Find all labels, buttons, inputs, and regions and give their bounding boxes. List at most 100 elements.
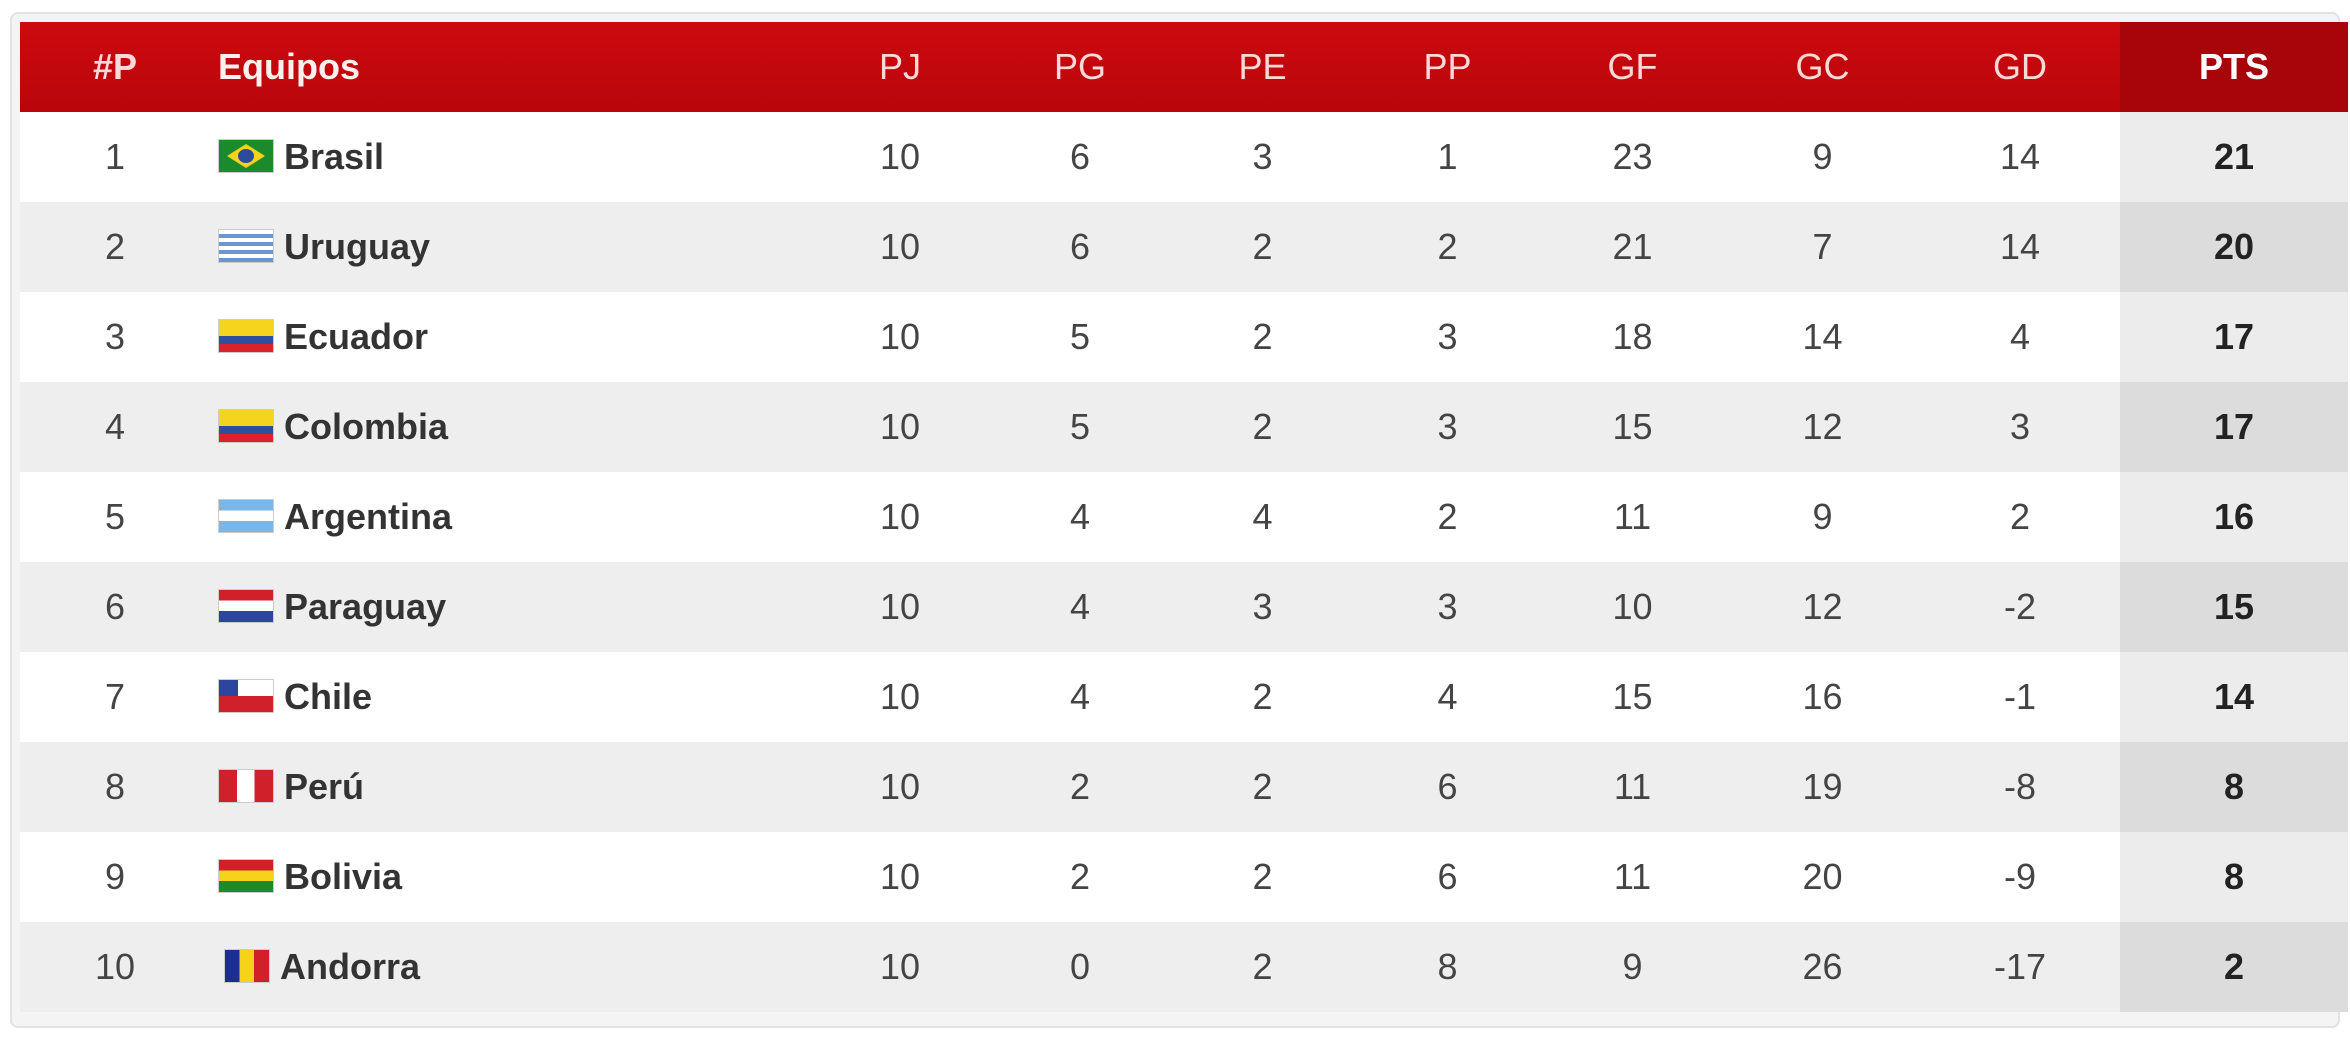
header-gf[interactable]: GF [1607,46,1658,87]
flag-pe-icon [218,769,274,803]
pts-cell: 17 [2120,382,2348,472]
table-row: 10 Andorra 10 0 2 8 9 26 -17 2 [20,922,2348,1012]
header-team[interactable]: Equipos [218,46,360,87]
standings-panel: #P Equipos PJ PG PE PP GF GC GD PTS 1 Bra… [10,12,2348,1028]
team-name: Uruguay [284,226,431,267]
pe-cell: 2 [1252,856,1273,897]
gd-cell: 14 [1999,136,2041,177]
gd-cell: -17 [1993,946,2047,987]
pe-cell: 2 [1252,676,1273,717]
table-row: 2 Uruguay 10 6 2 2 21 7 14 20 [20,202,2348,292]
pts-cell: 15 [2120,562,2348,652]
gd-cell: 14 [1999,226,2041,267]
team-cell: Andorra [210,922,810,1012]
pp-cell: 3 [1437,406,1458,447]
pj-cell: 10 [879,676,921,717]
gc-cell: 19 [1802,766,1843,807]
gd-cell: 4 [2009,316,2031,357]
pj-cell: 10 [879,856,921,897]
flag-bo-icon [218,859,274,893]
gc-cell: 9 [1812,136,1833,177]
gf-cell: 15 [1612,676,1653,717]
team-name: Ecuador [284,316,429,357]
table-row: 5 Argentina 10 4 4 2 11 9 2 16 [20,472,2348,562]
pe-cell: 4 [1252,496,1273,537]
standings-table: #P Equipos PJ PG PE PP GF GC GD PTS 1 Bra… [20,22,2348,1012]
pe-cell: 3 [1252,586,1273,627]
gc-cell: 20 [1802,856,1843,897]
pe-cell: 2 [1252,316,1273,357]
team-name: Paraguay [284,586,447,627]
pe-cell: 3 [1252,136,1273,177]
pp-cell: 6 [1437,856,1458,897]
flag-br-icon [218,139,274,173]
flag-ad-icon [224,949,270,983]
team-name: Argentina [284,496,453,537]
team-name: Brasil [284,136,385,177]
pj-cell: 10 [879,406,921,447]
pos-cell: 1 [104,136,126,177]
pg-cell: 4 [1069,496,1091,537]
team-cell: Uruguay [210,202,810,292]
team-name: Bolivia [284,856,403,897]
gc-cell: 12 [1802,586,1843,627]
flag-ec-icon [218,319,274,353]
gc-cell: 26 [1802,946,1843,987]
pts-cell: 8 [2120,742,2348,832]
pg-cell: 5 [1069,406,1091,447]
pj-cell: 10 [879,226,921,267]
pg-cell: 5 [1069,316,1091,357]
table-row: 3 Ecuador 10 5 2 3 18 14 4 17 [20,292,2348,382]
pos-cell: 9 [104,856,126,897]
pe-cell: 2 [1252,406,1273,447]
gf-cell: 9 [1622,946,1643,987]
pts-cell: 20 [2120,202,2348,292]
team-cell: Colombia [210,382,810,472]
header-gc[interactable]: GC [1795,46,1850,87]
pos-cell: 4 [104,406,126,447]
pp-cell: 2 [1437,226,1458,267]
header-row: #P Equipos PJ PG PE PP GF GC GD PTS [20,22,2348,112]
flag-ar-icon [218,499,274,533]
gc-cell: 12 [1802,406,1843,447]
gd-cell: -8 [2003,766,2036,807]
pe-cell: 2 [1252,946,1273,987]
header-pj[interactable]: PJ [878,46,921,87]
header-pts[interactable]: PTS [2120,22,2348,112]
gc-cell: 7 [1812,226,1833,267]
table-row: 9 Bolivia 10 2 2 6 11 20 -9 8 [20,832,2348,922]
header-gd[interactable]: GD [1993,46,2047,87]
pg-cell: 4 [1069,586,1091,627]
pp-cell: 8 [1437,946,1458,987]
pos-cell: 6 [104,586,126,627]
table-row: 1 Brasil 10 6 3 1 23 9 14 21 [20,112,2348,202]
pg-cell: 2 [1069,856,1091,897]
table-row: 4 Colombia 10 5 2 3 15 12 3 17 [20,382,2348,472]
header-pp[interactable]: PP [1423,46,1472,87]
pos-cell: 2 [104,226,126,267]
pj-cell: 10 [879,316,921,357]
pp-cell: 6 [1437,766,1458,807]
gc-cell: 9 [1812,496,1833,537]
team-cell: Chile [210,652,810,742]
gc-cell: 14 [1802,316,1843,357]
pts-cell: 16 [2120,472,2348,562]
team-name: Perú [284,766,365,807]
pp-cell: 2 [1437,496,1458,537]
flag-co-icon [218,409,274,443]
pts-cell: 14 [2120,652,2348,742]
gd-cell: -2 [2003,586,2036,627]
pp-cell: 4 [1437,676,1458,717]
team-cell: Bolivia [210,832,810,922]
pg-cell: 2 [1069,766,1091,807]
team-cell: Perú [210,742,810,832]
header-pos[interactable]: #P [92,46,138,87]
gd-cell: -1 [2003,676,2036,717]
team-cell: Argentina [210,472,810,562]
header-pe[interactable]: PE [1238,46,1287,87]
gf-cell: 11 [1613,766,1652,807]
gd-cell: -9 [2003,856,2036,897]
pts-cell: 8 [2120,832,2348,922]
header-pg[interactable]: PG [1053,46,1106,87]
pj-cell: 10 [879,496,921,537]
